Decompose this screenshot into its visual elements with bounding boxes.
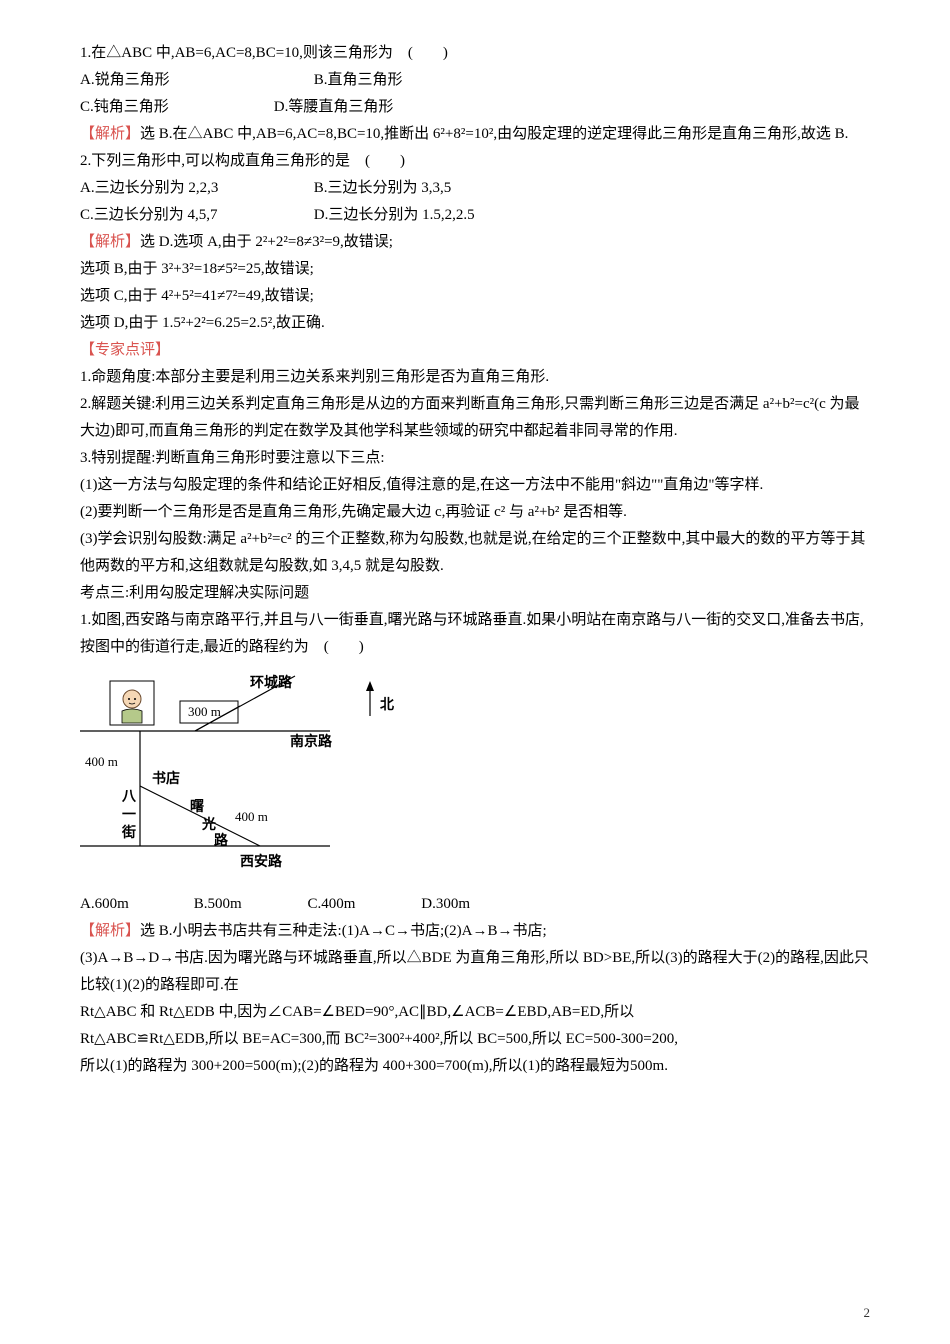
expert-p3b: (2)要判断一个三角形是否是直角三角形,先确定最大边 c,再验证 c² 与 a²… (80, 499, 870, 526)
topic3-ans2: (3)A→B→D→书店.因为曙光路与环城路垂直,所以△BDE 为直角三角形,所以… (80, 945, 870, 999)
topic3-optB: B.500m (194, 891, 304, 918)
label-400m-b: 400 m (235, 809, 268, 824)
topic3-ans5: 所以(1)的路程为 300+200=500(m);(2)的路程为 400+300… (80, 1053, 870, 1080)
q2-optB: B.三边长分别为 3,3,5 (314, 180, 452, 196)
label-huancheng: 环城路 (250, 674, 293, 691)
q2-answer-D: 选项 D,由于 1.5²+2²=6.25=2.5²,故正确. (80, 310, 870, 337)
label-bayi-1: 八 (121, 790, 137, 805)
expert-p2: 2.解题关键:利用三边关系判定直角三角形是从边的方面来判断直角三角形,只需判断三… (80, 391, 870, 445)
map-svg: 环城路 南京路 西安路 书店 北 300 m 400 m 400 m 八 一 街… (80, 671, 400, 881)
topic3-answer-label: 【解析】 (80, 923, 140, 939)
q2-optA: A.三边长分别为 2,2,3 (80, 175, 310, 202)
q2-answer-C: 选项 C,由于 4²+5²=41≠7²=49,故错误; (80, 283, 870, 310)
q1-answer-label: 【解析】 (80, 126, 140, 142)
label-shuguang-1: 曙 (190, 799, 204, 815)
label-bayi-3: 街 (121, 824, 136, 841)
q2-options-row1: A.三边长分别为 2,2,3 B.三边长分别为 3,3,5 (80, 175, 870, 202)
label-bei: 北 (380, 697, 394, 713)
q1-optC: C.钝角三角形 (80, 94, 270, 121)
topic3-options: A.600m B.500m C.400m D.300m (80, 891, 870, 918)
expert-p3c: (3)学会识别勾股数:满足 a²+b²=c² 的三个正整数,称为勾股数,也就是说… (80, 526, 870, 580)
q2-optD: D.三边长分别为 1.5,2,2.5 (314, 207, 475, 223)
label-shuguang-2: 光 (201, 816, 216, 833)
topic3-optD: D.300m (421, 896, 470, 912)
expert-label: 【专家点评】 (80, 337, 870, 364)
label-shuguang-3: 路 (214, 832, 229, 849)
expert-p1: 1.命题角度:本部分主要是利用三边关系来判别三角形是否为直角三角形. (80, 364, 870, 391)
q2-answer-A: 【解析】选 D.选项 A,由于 2²+2²=8≠3²=9,故错误; (80, 229, 870, 256)
q2-stem: 2.下列三角形中,可以构成直角三角形的是 ( ) (80, 148, 870, 175)
page-number: 2 (864, 1301, 871, 1324)
q1-answer: 【解析】选 B.在△ABC 中,AB=6,AC=8,BC=10,推断出 6²+8… (80, 121, 870, 148)
label-xian: 西安路 (240, 853, 283, 870)
q1-stem: 1.在△ABC 中,AB=6,AC=8,BC=10,则该三角形为 ( ) (80, 40, 870, 67)
label-400m-a: 400 m (85, 754, 118, 769)
q2-answer-label: 【解析】 (80, 234, 140, 250)
topic3-title: 考点三:利用勾股定理解决实际问题 (80, 580, 870, 607)
label-bayi-2: 一 (122, 808, 136, 823)
expert-p3a: (1)这一方法与勾股定理的条件和结论正好相反,值得注意的是,在这一方法中不能用"… (80, 472, 870, 499)
q2-options-row2: C.三边长分别为 4,5,7 D.三边长分别为 1.5,2,2.5 (80, 202, 870, 229)
topic3-optA: A.600m (80, 891, 190, 918)
topic3-answer1: 【解析】选 B.小明去书店共有三种走法:(1)A→C→书店;(2)A→B→书店; (80, 918, 870, 945)
topic3-ans4: Rt△ABC≌Rt△EDB,所以 BE=AC=300,而 BC²=300²+40… (80, 1026, 870, 1053)
topic3-stem: 1.如图,西安路与南京路平行,并且与八一街垂直,曙光路与环城路垂直.如果小明站在… (80, 607, 870, 661)
label-nanjing: 南京路 (290, 733, 333, 750)
q1-options-row1: A.锐角三角形 B.直角三角形 (80, 67, 870, 94)
q1-optA: A.锐角三角形 (80, 67, 310, 94)
topic3-optC: C.400m (308, 891, 418, 918)
map-figure: 环城路 南京路 西安路 书店 北 300 m 400 m 400 m 八 一 街… (80, 671, 400, 881)
q2-optC: C.三边长分别为 4,5,7 (80, 202, 310, 229)
q2-answer-intro: 选 D.选项 A,由于 2²+2²=8≠3²=9,故错误; (140, 234, 393, 250)
q1-answer-text: 选 B.在△ABC 中,AB=6,AC=8,BC=10,推断出 6²+8²=10… (140, 126, 848, 142)
q2-answer-B: 选项 B,由于 3²+3²=18≠5²=25,故错误; (80, 256, 870, 283)
topic3-ans1: 选 B.小明去书店共有三种走法:(1)A→C→书店;(2)A→B→书店; (140, 923, 547, 939)
topic3-ans3: Rt△ABC 和 Rt△EDB 中,因为∠CAB=∠BED=90°,AC∥BD,… (80, 999, 870, 1026)
label-300m: 300 m (188, 704, 221, 719)
expert-p3: 3.特别提醒:判断直角三角形时要注意以下三点: (80, 445, 870, 472)
q1-optD: D.等腰直角三角形 (274, 99, 394, 115)
q1-options-row2: C.钝角三角形 D.等腰直角三角形 (80, 94, 870, 121)
label-shudian: 书店 (152, 770, 180, 787)
q1-optB: B.直角三角形 (314, 72, 403, 88)
